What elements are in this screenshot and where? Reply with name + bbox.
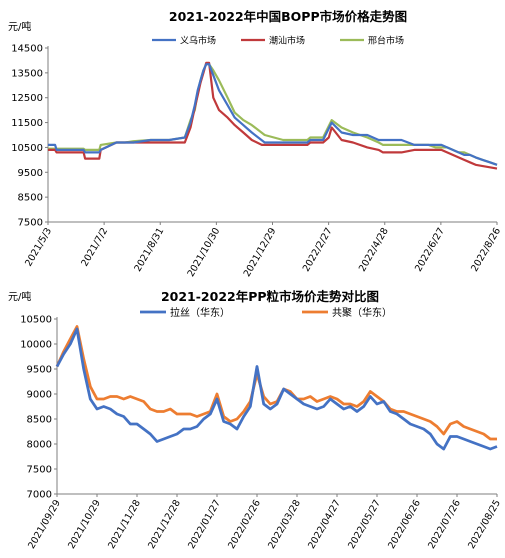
chart2-ytick-label: 8000: [27, 440, 52, 451]
chart1-ytick-label: 8500: [18, 193, 43, 204]
chart2-ytick-label: 10000: [20, 340, 52, 351]
chart2-title: 2021-2022年PP粒市场价走势对比图: [161, 289, 379, 304]
chart1-ytick-label: 7500: [18, 218, 43, 229]
chart1-ytick-label: 13500: [11, 68, 43, 79]
chart2-ytick-label: 7500: [27, 465, 52, 476]
chart1-series-line-0: [48, 63, 498, 166]
chart2-xtick-label: 2022/04/27: [306, 498, 343, 551]
chart2-xtick-label: 2022/03/28: [266, 498, 303, 551]
chart1-xtick-label: 2021/10/30: [186, 226, 223, 279]
chart1-xtick-label: 2021/8/31: [132, 226, 166, 274]
chart2-ytick-label: 9000: [27, 390, 52, 401]
chart1-unit: 元/吨: [8, 20, 31, 33]
chart1-xtick-label: 2021/7/2: [79, 226, 110, 268]
chart2-xtick-label: 2022/08/25: [466, 498, 503, 551]
chart1-legend-label: 潮汕市场: [269, 35, 305, 47]
chart2-legend-label: 拉丝（华东）: [170, 306, 230, 319]
chart1-ytick-label: 11500: [11, 118, 43, 129]
chart2-unit: 元/吨: [8, 290, 31, 303]
chart2-ytick-label: 8500: [27, 415, 52, 426]
chart2-xtick-label: 2021/12/28: [146, 498, 183, 551]
chart1-ytick-label: 9500: [18, 168, 43, 179]
chart2-xtick-label: 2022/07/26: [426, 498, 463, 551]
chart2-xtick-label: 2021/11/28: [106, 498, 143, 551]
chart1-xtick-label: 2021/12/29: [242, 226, 279, 279]
chart2-xtick-label: 2022/06/26: [386, 498, 423, 551]
chart2-series-line-0: [55, 327, 498, 451]
chart1-ytick-label: 10500: [11, 143, 43, 154]
chart1-xtick-label: 2021/5/3: [23, 226, 54, 268]
chart1-legend-label: 邢台市场: [368, 35, 404, 47]
chart2-xtick-label: 2021/09/29: [26, 498, 63, 551]
chart1-xtick-label: 2022/6/27: [413, 226, 447, 274]
chart1-ytick-label: 14500: [11, 44, 43, 55]
chart2-xtick-label: 2021/10/29: [66, 498, 103, 551]
chart2-series-line-1: [55, 325, 497, 441]
chart1-title: 2021-2022年中国BOPP市场价格走势图: [169, 9, 407, 24]
chart1-xtick-label: 2022/2/27: [301, 226, 335, 274]
chart1-xtick-label: 2022/4/28: [357, 226, 391, 274]
chart1-plot: 1450013500125001150010500950085007500202…: [11, 35, 503, 279]
chart1-ytick-label: 12500: [11, 93, 43, 104]
chart2-ytick-label: 10500: [20, 315, 52, 326]
chart2-xtick-label: 2022/01/27: [186, 498, 223, 551]
chart2-ytick-label: 9500: [27, 365, 52, 376]
chart2-legend-label: 共聚（华东）: [332, 306, 392, 319]
chart2-xtick-label: 2022/05/27: [346, 498, 383, 551]
chart2-xtick-label: 2022/02/26: [226, 498, 263, 551]
chart1-xtick-label: 2022/8/26: [469, 226, 503, 274]
chart1-series-line-1: [48, 61, 498, 170]
chart2-plot: 10500 10000 9500 9000 8500 8000 7500 70002021/0…: [20, 306, 503, 551]
chart1-legend-label: 义乌市场: [180, 35, 216, 47]
chart2-ytick-label: 7000: [27, 490, 52, 501]
